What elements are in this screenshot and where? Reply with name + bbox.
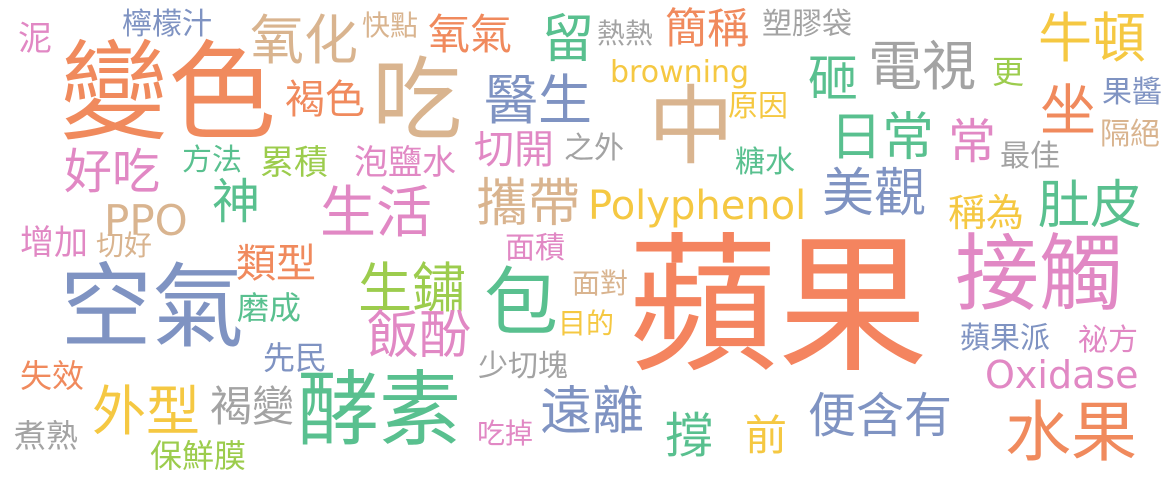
- word-zengjia: 增加: [20, 223, 88, 263]
- word-jiaosu: 酵素: [297, 363, 462, 458]
- word-shaoqiekuai: 少切塊: [478, 349, 568, 384]
- word-pingguo: 蘋果: [628, 220, 929, 394]
- word-polyphenol: Polyphenol: [588, 183, 807, 229]
- word-chengwei: 稱為: [948, 191, 1025, 235]
- word-guojiang: 果醬: [1102, 75, 1162, 110]
- word-waixing: 外型: [92, 380, 200, 443]
- word-browning: browning: [610, 55, 750, 90]
- word-mocheng: 磨成: [237, 289, 302, 327]
- word-sujiaodai: 塑膠袋: [762, 7, 852, 42]
- word-meiguan: 美觀: [822, 164, 927, 224]
- word-xianmin: 先民: [263, 339, 328, 377]
- word-liu: 留: [542, 10, 595, 70]
- word-kongqi: 空氣: [60, 254, 245, 361]
- word-zhiwai: 之外: [564, 131, 624, 166]
- word-chang: 常: [948, 114, 997, 170]
- word-yanghua: 氧化: [250, 9, 358, 72]
- word-jiechu: 接觸: [955, 225, 1124, 323]
- word-shixiao: 失效: [20, 357, 85, 395]
- word-ningmengzhi: 檸檬汁: [122, 7, 212, 42]
- word-qiehao: 切好: [96, 229, 153, 262]
- word-leixing: 類型: [236, 241, 316, 287]
- word-mianji: 面積: [505, 231, 565, 266]
- word-qian: 前: [745, 411, 788, 460]
- word-yisheng: 醫生: [484, 69, 592, 132]
- word-zuo: 坐: [1040, 79, 1096, 144]
- word-miandui: 面對: [572, 267, 629, 300]
- word-tangshui: 糖水: [735, 145, 795, 180]
- word-zuijia: 最佳: [1000, 139, 1060, 174]
- word-bao: 包: [484, 260, 558, 346]
- word-yuanli: 遠離: [540, 382, 645, 442]
- word-ni: 泥: [18, 19, 52, 59]
- word-leiji: 累積: [260, 143, 328, 183]
- word-hese: 褐色: [285, 77, 365, 123]
- word-shuiguo: 水果: [1005, 394, 1137, 471]
- word-za: 砸: [808, 50, 858, 108]
- word-cheng: 撐: [665, 408, 714, 464]
- word-ppo: PPO: [104, 196, 188, 245]
- word-chidiao: 吃掉: [477, 417, 534, 450]
- word-fanfen: 飯酚: [367, 306, 472, 366]
- word-dianshi: 電視: [868, 35, 976, 98]
- word-richang: 日常: [830, 108, 935, 168]
- word-niudun: 牛頓: [1038, 7, 1146, 70]
- word-shenghuo: 生活: [320, 181, 432, 246]
- word-geng: 更: [992, 53, 1025, 91]
- word-zhong: 中: [648, 77, 734, 177]
- word-zhushou: 煮熟: [14, 417, 79, 455]
- word-paoyanshui: 泡鹽水: [354, 143, 456, 183]
- word-baoxianmo: 保鮮膜: [150, 437, 247, 475]
- word-oxidase: Oxidase: [985, 353, 1139, 397]
- word-xiedai: 攜帶: [476, 174, 581, 234]
- word-mifang: 祕方: [1078, 323, 1138, 358]
- word-fangfa: 方法: [182, 143, 242, 178]
- word-dupi: 肚皮: [1038, 176, 1143, 236]
- word-bianse: 變色: [60, 31, 277, 156]
- word-kuaidian: 快點: [362, 9, 419, 42]
- word-yuanyin: 原因: [728, 89, 788, 124]
- word-qiekai: 切開: [474, 127, 554, 173]
- word-haochi: 好吃: [64, 144, 161, 200]
- word-gejue: 隔絕: [1100, 117, 1160, 152]
- word-jiancheng: 簡稱: [665, 4, 750, 53]
- word-chi: 吃: [372, 48, 462, 153]
- word-mudi: 目的: [558, 307, 615, 340]
- word-shengxiu: 生鏽: [358, 257, 466, 320]
- word-yangqi: 氧氣: [428, 10, 513, 59]
- word-shen: 神: [212, 174, 261, 230]
- word-rere: 熱熱: [597, 17, 654, 50]
- word-pingguopai: 蘋果派: [960, 321, 1050, 356]
- word-hebian: 褐變: [210, 382, 295, 431]
- word-bianhanyou: 便含有: [808, 388, 953, 444]
